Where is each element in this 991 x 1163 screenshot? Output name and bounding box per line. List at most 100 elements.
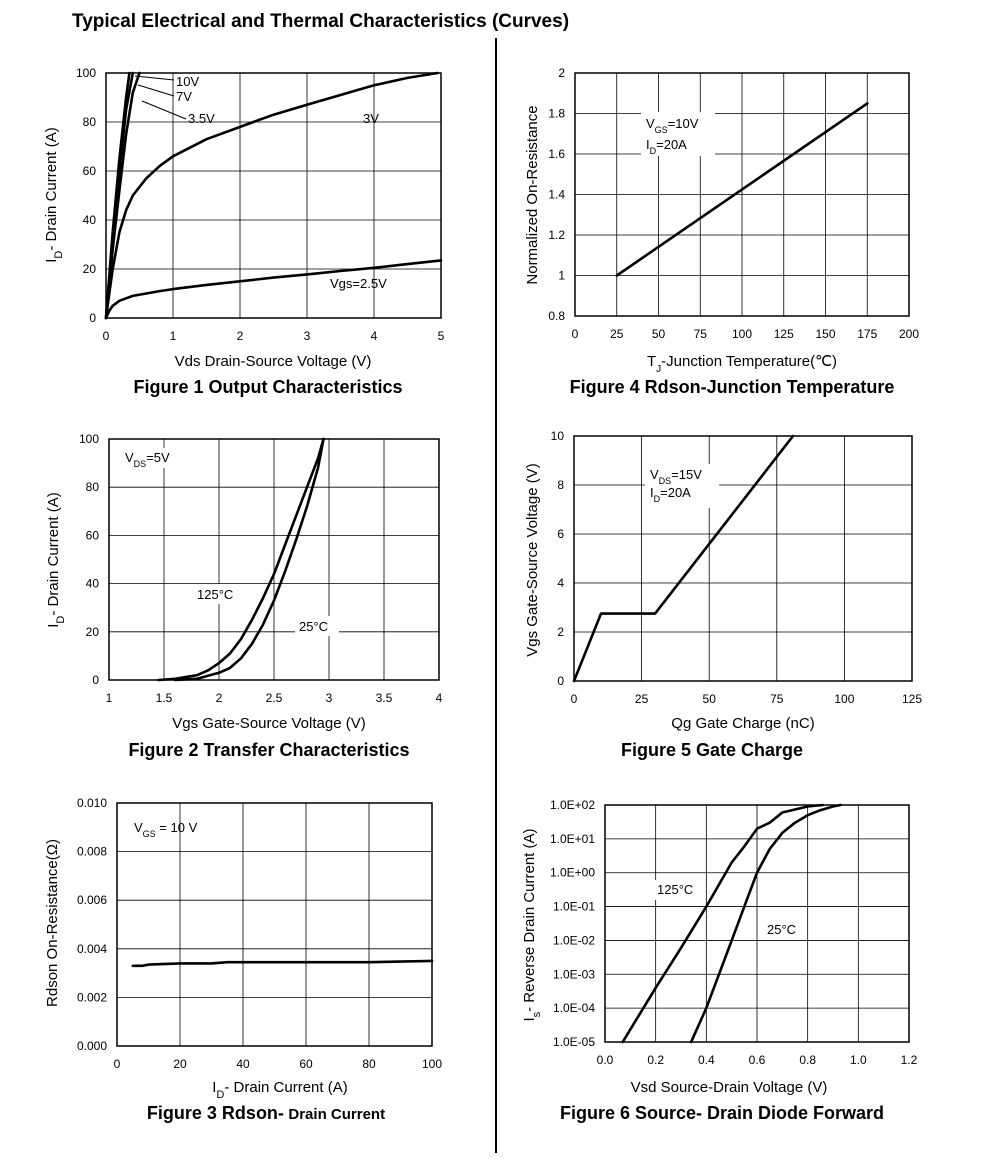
y-tick-label: 1.0E-04	[553, 1001, 595, 1015]
y-tick-label: 10	[551, 429, 565, 443]
y-tick-label: 0.008	[77, 845, 107, 859]
y-tick-labels: 0 20 40 60 80 100	[76, 66, 96, 325]
annotation-background	[641, 112, 715, 156]
x-tick-labels: 0 20 40 60 80 100	[114, 1057, 443, 1071]
annotation-125c: 125°C	[657, 882, 693, 897]
x-tick-label: 50	[652, 327, 666, 341]
annotation-3-5v: 3.5V	[188, 111, 215, 126]
series-line-125-c	[621, 803, 825, 1044]
y-tick-label: 60	[86, 528, 100, 542]
annotation-background	[654, 880, 700, 900]
y-tick-label: 100	[76, 66, 96, 80]
annotation-id: ID=20A	[650, 485, 691, 504]
y-tick-labels: 1.0E-05 1.0E-04 1.0E-03 1.0E-02 1.0E-01 1.0E+…	[550, 798, 595, 1049]
y-axis-label: ID- Drain Current (A)	[43, 127, 65, 262]
series-group	[104, 71, 443, 320]
x-tick-label: 125	[774, 327, 794, 341]
grid	[605, 805, 909, 1042]
series-line-curve	[572, 434, 795, 683]
x-tick-label: 75	[770, 692, 784, 706]
y-tick-label: 8	[557, 478, 564, 492]
x-tick-labels: 0.0 0.2 0.4 0.6 0.8 1.0 1.2	[597, 1053, 918, 1067]
x-axis-label: Qg Gate Charge (nC)	[671, 715, 814, 732]
x-tick-label: 2	[237, 329, 244, 343]
x-tick-label: 100	[732, 327, 752, 341]
plot-frame	[116, 802, 433, 1047]
x-tick-label: 200	[899, 327, 919, 341]
y-tick-label: 1.0E-02	[553, 933, 595, 947]
x-tick-labels: 0 25 50 75 100 125	[571, 692, 923, 706]
figure-3-chart: 0 20 40 60 80 100 0.0000.0020.0040.0060.0080.…	[44, 796, 443, 1123]
x-tick-label: 25	[635, 692, 649, 706]
grid	[109, 439, 439, 680]
x-tick-label: 3	[304, 329, 311, 343]
y-tick-labels: 0 20 40 60 80 100	[79, 432, 99, 687]
x-tick-label: 40	[236, 1057, 250, 1071]
y-tick-label: 1.0E+01	[550, 832, 595, 846]
y-tick-label: 0.002	[77, 990, 107, 1004]
y-tick-label: 40	[83, 213, 97, 227]
y-tick-label: 1.0E+02	[550, 798, 595, 812]
x-tick-label: 20	[173, 1057, 187, 1071]
x-tick-label: 0.2	[647, 1053, 664, 1067]
y-tick-label: 100	[79, 432, 99, 446]
x-tick-label: 0.4	[698, 1053, 715, 1067]
x-tick-label: 0	[572, 327, 579, 341]
series-line-3-5v	[104, 71, 141, 320]
x-axis-label: Vsd Source-Drain Voltage (V)	[631, 1079, 828, 1096]
y-tick-label: 1.0E-01	[553, 900, 595, 914]
figure-6-chart: 0.0 0.2 0.4 0.6 0.8 1.0 1.2 1.0E-051.0E-041.0E…	[521, 798, 918, 1123]
x-tick-label: 0	[103, 329, 110, 343]
y-tick-label: 0.010	[77, 796, 107, 810]
grid	[574, 436, 912, 681]
annotation-background	[645, 464, 719, 508]
x-tick-label: 75	[694, 327, 708, 341]
y-axis-label: Normalized On-Resistance	[524, 105, 541, 284]
y-axis-label: Is- Reverse Drain Current (A)	[521, 828, 543, 1021]
x-tick-label: 3	[326, 691, 333, 705]
x-tick-label: 175	[857, 327, 877, 341]
annotation-25c: 25°C	[767, 922, 796, 937]
y-tick-label: 4	[557, 576, 564, 590]
annotation-background	[193, 584, 241, 604]
annotation-25c: 25°C	[299, 619, 328, 634]
plot-frame	[105, 72, 442, 319]
annotation-3v: 3V	[363, 111, 379, 126]
y-tick-label: 80	[83, 115, 97, 129]
y-tick-label: 0.000	[77, 1039, 107, 1053]
x-tick-label: 100	[422, 1057, 442, 1071]
figure-caption: Figure 3 Rdson- Drain Current	[147, 1103, 385, 1123]
series-group	[621, 803, 842, 1044]
annotation-background	[120, 448, 180, 468]
x-tick-label: 125	[902, 692, 922, 706]
x-tick-label: 1	[170, 329, 177, 343]
x-tick-label: 5	[438, 329, 445, 343]
y-tick-label: 1.0E-03	[553, 967, 595, 981]
y-tick-labels: 0 2 4 6 8 10	[551, 429, 565, 688]
figure-caption: Figure 5 Gate Charge	[621, 740, 803, 760]
annotation-7v: 7V	[176, 89, 192, 104]
x-tick-label: 4	[371, 329, 378, 343]
figure-caption: Figure 2 Transfer Characteristics	[128, 740, 409, 760]
series-group	[157, 437, 325, 682]
x-tick-label: 25	[610, 327, 624, 341]
figure-caption: Figure 4 Rdson-Junction Temperature	[570, 377, 895, 397]
annotation-background	[295, 616, 339, 636]
plot-frame	[573, 435, 913, 682]
x-tick-label: 1.0	[850, 1053, 867, 1067]
y-tick-label: 20	[83, 262, 97, 276]
series-group	[572, 434, 795, 683]
series-line-125-c	[157, 437, 325, 682]
page-title: Typical Electrical and Thermal Character…	[72, 11, 570, 32]
column-divider	[495, 38, 497, 1153]
y-tick-label: 0.004	[77, 942, 107, 956]
y-tick-label: 60	[83, 164, 97, 178]
series-group	[131, 959, 434, 968]
y-tick-label: 1.4	[548, 188, 565, 202]
x-tick-label: 0	[114, 1057, 121, 1071]
x-tick-label: 0.8	[799, 1053, 816, 1067]
x-tick-label: 80	[362, 1057, 376, 1071]
x-tick-label: 0	[571, 692, 578, 706]
y-tick-label: 1.2	[548, 228, 565, 242]
y-tick-label: 1.6	[548, 147, 565, 161]
